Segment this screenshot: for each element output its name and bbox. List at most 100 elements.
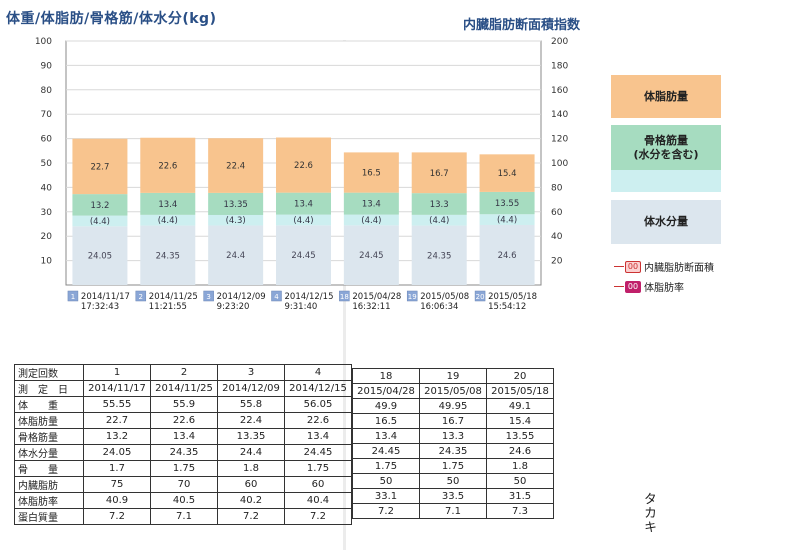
category-index-box: [203, 290, 214, 302]
category-date: 2014/11/25: [149, 292, 198, 302]
legend-visceral-badge: 00: [625, 260, 641, 273]
table-cell: 13.2: [83, 428, 151, 445]
table-cell: 7.2: [217, 508, 285, 525]
left-tick-label: 50: [41, 159, 53, 169]
bar-value-label: 22.7: [90, 162, 109, 172]
bar-segment: [208, 214, 264, 226]
table-row: 50 50 50: [352, 473, 554, 489]
category-index: 19: [408, 293, 417, 301]
legend-dash: [614, 266, 624, 267]
table-cell: 1.75: [150, 460, 218, 477]
measurement-table-left: 測定回数 1 2 3 4 測 定 日 2014/11/17 2014/11/25 2014/12…: [14, 364, 352, 525]
table-cell: 7.2: [284, 508, 352, 525]
legend-fatrate: 00 体脂肪率: [614, 279, 684, 294]
bar-value-label: 13.4: [158, 200, 177, 210]
table-cell: 18: [352, 368, 420, 384]
table-cell: 4: [284, 364, 352, 381]
category-index: 3: [206, 293, 210, 301]
category-index: 20: [476, 293, 485, 301]
table-row: 体脂肪量 22.7 22.6 22.4 22.6: [14, 412, 352, 429]
category-index-box: [474, 290, 486, 302]
table-cell: 60: [217, 476, 285, 493]
bar-segment: [479, 224, 535, 285]
bar-segment: [276, 214, 331, 226]
bar-segment: [140, 225, 196, 285]
table-row: 49.9 49.95 49.1: [352, 398, 554, 414]
bar-segment: [343, 225, 399, 285]
table-cell: 60: [284, 476, 352, 493]
category-index: 2: [139, 293, 143, 301]
table-row: 2015/04/28 2015/05/08 2015/05/18: [352, 383, 554, 399]
table-row: 体水分量 24.05 24.35 24.4 24.45: [14, 444, 352, 461]
legend-visceral: 00 内臓脂肪断面積: [614, 259, 714, 274]
table-cell: 49.95: [419, 398, 487, 414]
table-cell: 1.8: [217, 460, 285, 477]
bar-segment: [140, 192, 196, 215]
table-cell: 24.45: [352, 443, 420, 459]
bar-value-label: 16.5: [362, 169, 381, 179]
category-index-box: [271, 290, 282, 302]
table-cell: 49.9: [352, 398, 420, 414]
bar-segment: [411, 225, 467, 285]
bar-segment: [208, 138, 264, 193]
table-cell: 33.5: [419, 488, 487, 504]
table-cell: 75: [83, 476, 151, 493]
category-date: 2015/05/08: [420, 292, 469, 302]
category-date: 2014/12/09: [217, 292, 266, 302]
table-cell: 13.35: [217, 428, 285, 445]
table-cell: 7.2: [352, 503, 420, 519]
bar-segment: [140, 214, 196, 226]
table-cell: 40.2: [217, 492, 285, 509]
signature: タカキ: [641, 492, 656, 534]
category-time: 16:06:34: [420, 302, 458, 312]
bar-value-label: (4.4): [90, 217, 110, 227]
bar-segment: [140, 137, 196, 193]
bar-value-label: 13.3: [430, 200, 449, 210]
bar-segment: [72, 194, 128, 216]
chart-title-right: 内臓脂肪断面積指数: [463, 18, 581, 33]
legend-water: 体水分量: [611, 200, 721, 244]
left-tick-label: 100: [35, 37, 52, 47]
bar-segment: [208, 192, 264, 215]
bar-value-label: 24.35: [427, 251, 451, 261]
category-time: 11:21:55: [149, 302, 187, 312]
bar-segment: [72, 226, 128, 285]
category-index-box: [67, 290, 79, 302]
legend-fat: 体脂肪量: [611, 75, 721, 118]
table-cell: 24.45: [284, 444, 352, 461]
table-cell: 24.05: [83, 444, 151, 461]
right-tick-label: 40: [551, 232, 563, 242]
right-tick-label: 100: [551, 159, 568, 169]
category-time: 9:31:40: [285, 302, 318, 312]
table-cell: 56.05: [284, 396, 352, 413]
right-tick-label: 180: [551, 61, 568, 71]
table-cell: 2014/11/17: [83, 380, 151, 397]
bar-segment: [479, 154, 535, 192]
legend-muscle-sub: (水分を含む): [633, 147, 699, 161]
table-cell: 55.9: [150, 396, 218, 413]
table-cell: 33.1: [352, 488, 420, 504]
legend-visceral-label: 内臓脂肪断面積: [644, 263, 714, 274]
table-cell: 40.5: [150, 492, 218, 509]
legend-water-label: 体水分量: [644, 215, 688, 229]
bar-value-label: 24.4: [226, 251, 245, 261]
table-cell: 13.4: [284, 428, 352, 445]
body-composition-chart: 1020304050607080901002040608010012014016…: [35, 37, 569, 312]
bar-segment: [72, 215, 128, 227]
legend-fatrate-badge: 00: [625, 280, 641, 293]
legend-muscle-label: 骨格筋量: [644, 133, 688, 147]
table-cell: 50: [352, 473, 420, 489]
bar-value-label: 22.4: [226, 162, 245, 172]
bar-value-label: (4.4): [158, 216, 178, 226]
table-cell: 24.35: [419, 443, 487, 459]
table-cell: 2015/05/08: [419, 383, 487, 399]
bar-segment: [72, 138, 128, 195]
table-row: 33.1 33.5 31.5: [352, 488, 554, 504]
left-tick-label: 40: [41, 183, 53, 193]
bar-segment: [479, 214, 535, 225]
category-date: 2015/04/28: [352, 292, 401, 302]
right-tick-label: 20: [551, 257, 563, 267]
table-cell: 22.4: [217, 412, 285, 429]
bar-segment: [343, 152, 399, 193]
table-row: 骨 量 1.7 1.75 1.8 1.75: [14, 460, 352, 477]
